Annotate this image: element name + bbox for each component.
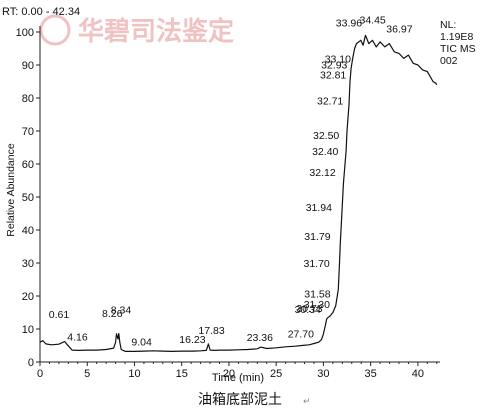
x-tick-label: 40 <box>412 368 424 380</box>
peak-label: 27.70 <box>288 329 314 341</box>
peak-label: 31.70 <box>304 258 330 270</box>
peak-label: 31.79 <box>304 231 330 243</box>
return-mark-icon: ↵ <box>303 397 311 407</box>
peak-label: 33.10 <box>325 53 351 65</box>
y-tick-label: 20 <box>22 291 34 303</box>
peak-label: 0.61 <box>49 309 70 321</box>
peak-label: 8.34 <box>111 305 132 317</box>
peak-label: 36.97 <box>386 24 412 36</box>
peak-label: 17.83 <box>198 325 224 337</box>
chart-title: RT: 0.00 - 42.34 <box>2 6 80 18</box>
peak-label: 30.73 <box>296 303 322 315</box>
tic-trace <box>39 34 438 352</box>
info-line: TIC MS <box>440 43 476 55</box>
watermark-text: 华碧司法鉴定 <box>78 16 234 47</box>
info-line: 1.19E8 <box>440 31 473 43</box>
peak-label: 32.93 <box>321 59 347 71</box>
y-tick-label: 90 <box>22 60 34 72</box>
x-tick-label: 10 <box>128 368 140 380</box>
axis-ticks: 0 10 20 30 40 50 60 70 80 90 100 0 5 10 15 20 25 30 35 40 <box>16 27 438 380</box>
x-tick-label: 5 <box>84 368 90 380</box>
y-tick-label: 60 <box>22 159 34 171</box>
y-tick-label: 50 <box>22 192 34 204</box>
peak-label: 23.36 <box>247 332 273 344</box>
peak-label: 32.40 <box>312 146 338 158</box>
x-tick-label: 20 <box>223 368 235 380</box>
watermark: 华碧司法鉴定 <box>39 14 234 47</box>
x-tick-label: 15 <box>176 368 188 380</box>
y-tick-label: 0 <box>28 357 34 369</box>
series-line <box>39 34 438 352</box>
x-tick-label: 25 <box>270 368 282 380</box>
peak-label: 34.45 <box>360 14 386 26</box>
axes <box>39 26 440 363</box>
peak-label: 31.94 <box>306 202 332 214</box>
peak-label: 32.50 <box>313 130 339 142</box>
figure-caption: 油箱底部泥土 <box>198 392 282 408</box>
peak-label: 32.81 <box>320 70 346 82</box>
x-tick-label: 30 <box>317 368 329 380</box>
peak-label: 30.34 <box>295 304 321 316</box>
peak-label: 32.71 <box>317 96 343 108</box>
y-tick-label: 40 <box>22 225 34 237</box>
peak-label: 16.23 <box>179 334 205 346</box>
peak-label: 9.04 <box>131 336 152 348</box>
watermark-logo-icon <box>39 14 71 46</box>
y-tick-label: 30 <box>22 258 34 270</box>
peak-label: 4.16 <box>67 331 88 343</box>
peak-label: 31.30 <box>304 299 330 311</box>
x-tick-label: 35 <box>365 368 377 380</box>
peak-label: 31.58 <box>304 288 330 300</box>
info-line: NL: <box>440 19 456 31</box>
peak-label: 32.12 <box>309 167 335 179</box>
y-tick-label: 10 <box>22 324 34 336</box>
peak-label: 8.26 <box>102 308 123 320</box>
y-tick-label: 80 <box>22 93 34 105</box>
y-tick-label: 100 <box>16 27 34 39</box>
peak-label: 33.96 <box>336 17 362 29</box>
x-axis-label: Time (min) <box>212 372 264 384</box>
info-line: 002 <box>440 55 458 67</box>
x-tick-label: 0 <box>37 368 43 380</box>
y-axis-label: Relative Abundance <box>5 143 17 237</box>
y-tick-label: 70 <box>22 126 34 138</box>
